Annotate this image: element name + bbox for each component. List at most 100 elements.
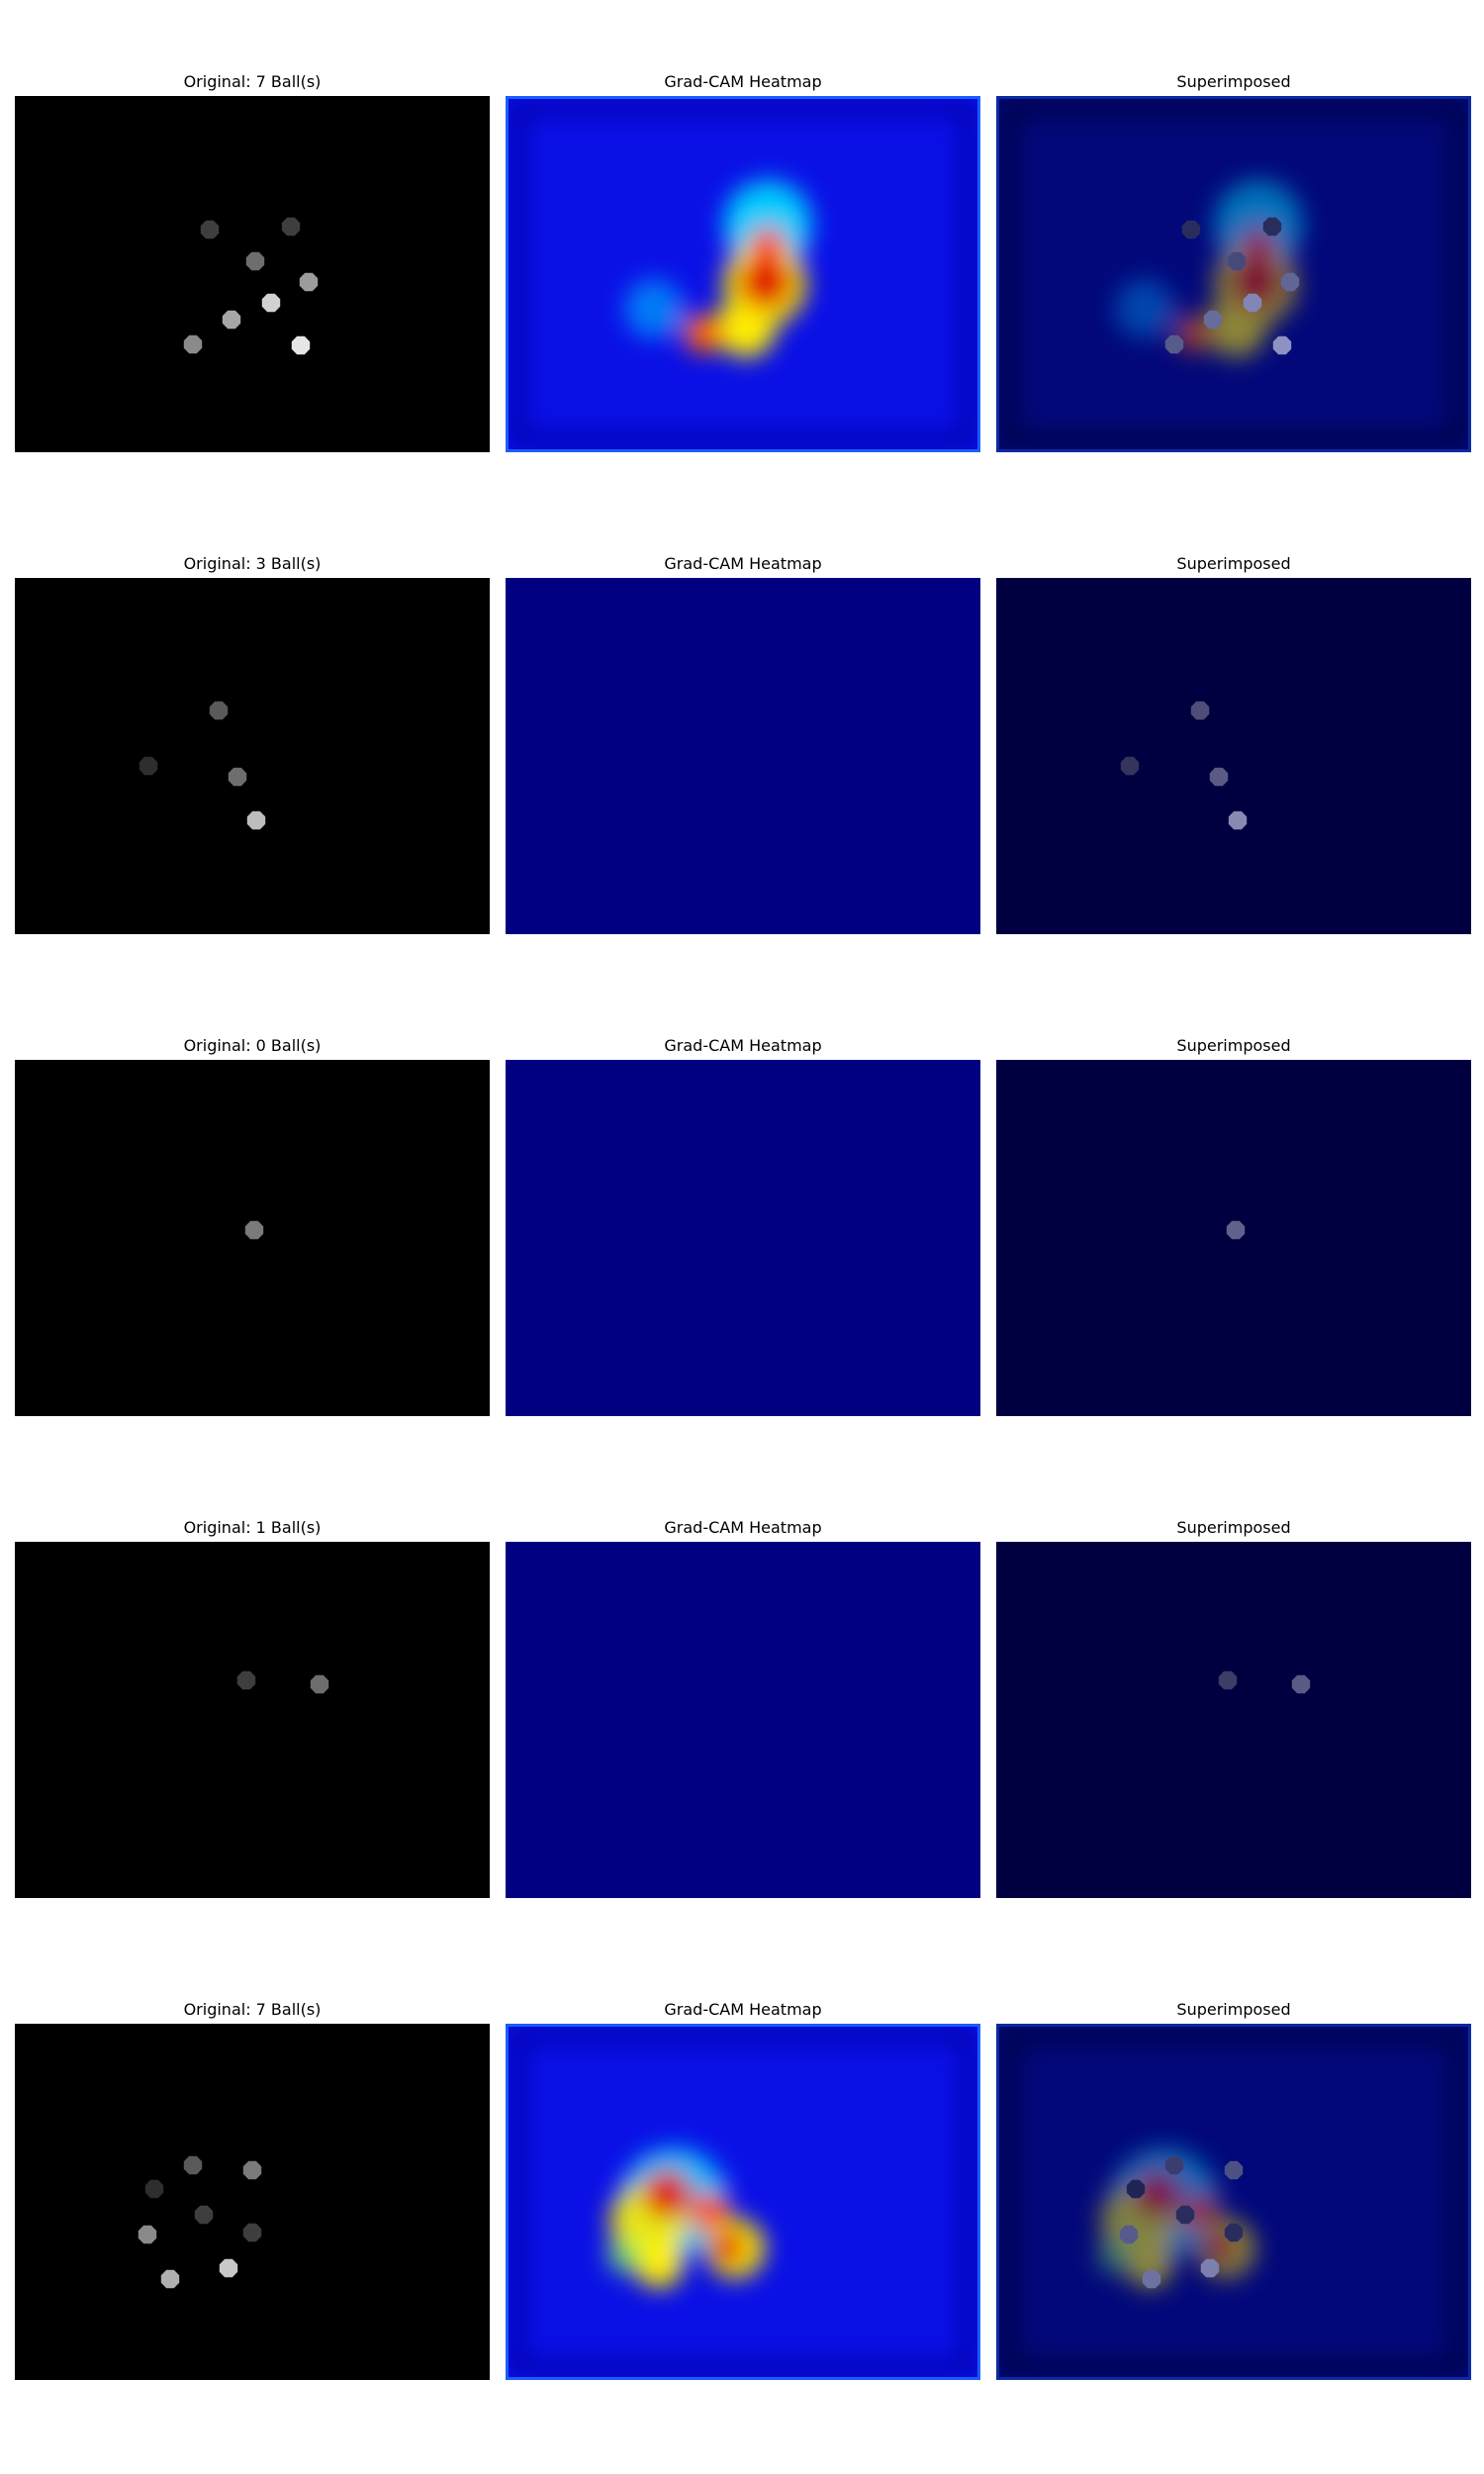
activation-blob-3 (1181, 2193, 1221, 2233)
ball-0 (244, 1220, 264, 1240)
superimposed-image-4-svg (996, 2024, 1471, 2380)
ball-5 (222, 310, 241, 330)
gradcam-heatmap-4 (506, 2024, 980, 2380)
heatmap-edge (996, 96, 1471, 452)
original-title-3: Original: 1 Ball(s) (183, 1518, 322, 1537)
superimposed-title-3: Superimposed (1176, 1518, 1291, 1537)
overlay-ball-4 (1119, 2225, 1139, 2244)
gradcam-heatmap-3-svg (506, 1542, 980, 1898)
superimposed-title-4: Superimposed (1176, 2000, 1291, 2019)
overlay-ball-1 (1291, 1674, 1311, 1694)
ball-6 (219, 2258, 238, 2278)
activation-blob-2 (1207, 298, 1266, 357)
ball-1 (242, 2160, 262, 2180)
ball-5 (242, 2223, 262, 2242)
gradcam-heatmap-0 (506, 96, 980, 452)
original-image-3 (15, 1542, 490, 1898)
activation-blob-6 (1125, 2238, 1174, 2288)
activation-blob-6 (1115, 279, 1174, 338)
image-background (15, 96, 490, 452)
superimposed-image-3 (996, 1542, 1471, 1898)
original-image-3-svg (15, 1542, 490, 1898)
heatmap-border (510, 2029, 975, 2375)
ball-0 (236, 1670, 256, 1690)
ball-3 (299, 272, 319, 292)
gradcam-heatmap-1-svg (506, 578, 980, 934)
ball-3 (194, 2205, 214, 2225)
superimposed-image-3-svg (996, 1542, 1471, 1898)
activation-blob-7 (606, 2238, 642, 2274)
activation-blob-5 (684, 314, 723, 353)
activation-blob-0 (723, 180, 812, 269)
ball-2 (144, 2179, 164, 2199)
heatmap-title-4: Grad-CAM Heatmap (664, 2000, 822, 2019)
ball-7 (291, 335, 311, 355)
original-image-4-svg (15, 2024, 490, 2380)
superimposed-image-1 (996, 578, 1471, 934)
activation-blob-4 (1241, 228, 1276, 263)
ball-1 (139, 756, 158, 776)
ball-0 (183, 2155, 203, 2175)
original-title-0: Original: 7 Ball(s) (183, 72, 322, 91)
overlay-ball-2 (1126, 2179, 1146, 2199)
overlay-ball-1 (1224, 2160, 1244, 2180)
overlay-ball-0 (1190, 701, 1210, 720)
ball-0 (209, 701, 229, 720)
superimposed-image-0-svg (996, 96, 1471, 452)
gradcam-heatmap-1 (506, 578, 980, 934)
activation-blob-4 (750, 228, 786, 263)
heatmap-title-0: Grad-CAM Heatmap (664, 72, 822, 91)
original-image-0-svg (15, 96, 490, 452)
superimposed-image-2 (996, 1060, 1471, 1416)
overlay-ball-3 (1280, 272, 1300, 292)
superimposed-image-1-svg (996, 578, 1471, 934)
ball-3 (246, 810, 266, 830)
overlay-ball-2 (1227, 251, 1247, 271)
activation-blob-5 (710, 2230, 746, 2265)
original-image-1-svg (15, 578, 490, 934)
overlay-ball-0 (1218, 1670, 1238, 1690)
overlay-ball-0 (1226, 1220, 1246, 1240)
image-background (15, 1542, 490, 1898)
activation-blob-2 (1133, 2169, 1182, 2219)
activation-blob-6 (624, 279, 684, 338)
activation-blob-2 (642, 2169, 692, 2219)
ball-7 (160, 2269, 180, 2289)
overlay-ball-6 (1200, 2258, 1220, 2278)
heatmap-edge (506, 2024, 980, 2380)
original-title-4: Original: 7 Ball(s) (183, 2000, 322, 2019)
heatmap-background (996, 578, 1471, 934)
ball-2 (228, 767, 247, 787)
heatmap-title-3: Grad-CAM Heatmap (664, 1518, 822, 1537)
overlay-ball-3 (1175, 2205, 1195, 2225)
overlay-ball-5 (1224, 2223, 1244, 2242)
original-title-2: Original: 0 Ball(s) (183, 1036, 322, 1055)
activation-blob-7 (1097, 2238, 1133, 2274)
ball-1 (310, 1674, 329, 1694)
image-background (15, 2024, 490, 2380)
overlay-ball-1 (1120, 756, 1140, 776)
heatmap-title-2: Grad-CAM Heatmap (664, 1036, 822, 1055)
gradcam-heatmap-3 (506, 1542, 980, 1898)
heatmap-activation (624, 180, 812, 357)
ball-4 (138, 2225, 157, 2244)
heatmap-border (1001, 2029, 1466, 2375)
overlay-ball-5 (1203, 310, 1223, 330)
heatmap-edge (506, 96, 980, 452)
overlay-ball-0 (1164, 2155, 1184, 2175)
gradcam-heatmap-2-svg (506, 1060, 980, 1416)
heatmap-background (506, 2024, 980, 2380)
ball-0 (200, 220, 220, 239)
original-title-1: Original: 3 Ball(s) (183, 554, 322, 573)
activation-blob-3 (691, 2193, 730, 2233)
heatmap-background (996, 1542, 1471, 1898)
heatmap-background (506, 578, 980, 934)
heatmap-background (506, 1060, 980, 1416)
ball-2 (245, 251, 265, 271)
overlay-ball-3 (1228, 810, 1248, 830)
superimposed-image-2-svg (996, 1060, 1471, 1416)
activation-blob-6 (634, 2238, 684, 2288)
original-image-2-svg (15, 1060, 490, 1416)
overlay-ball-6 (1164, 334, 1184, 354)
heatmap-border (510, 101, 975, 447)
